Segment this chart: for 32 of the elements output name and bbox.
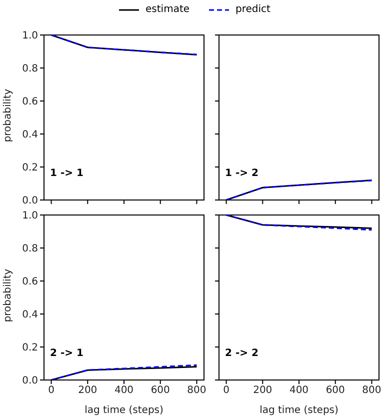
y-tick-label: 0.8: [22, 64, 38, 75]
y-axis-title: probability: [2, 268, 14, 322]
x-tick-label: 0: [223, 385, 230, 396]
y-tick-label: 0.4: [22, 130, 38, 141]
x-tick-label: 600: [150, 385, 170, 396]
x-tick-label: 400: [114, 385, 134, 396]
y-tick-label: 0.2: [22, 162, 38, 174]
x-tick-label: 200: [78, 385, 98, 396]
x-axis-title: lag time (steps): [260, 405, 339, 416]
y-tick-label: 0.0: [22, 196, 38, 207]
y-tick-label: 1.0: [22, 30, 38, 42]
y-tick-label: 1.0: [22, 210, 38, 222]
annotation: 1 -> 1: [50, 168, 84, 179]
x-tick-label: 200: [253, 385, 272, 396]
y-axis-title: probability: [2, 88, 14, 142]
y-tick-label: 0.8: [22, 244, 38, 255]
y-tick-label: 0.2: [22, 342, 38, 354]
legend-label: predict: [236, 4, 270, 15]
x-tick-label: 600: [326, 385, 345, 396]
y-tick-label: 0.6: [22, 276, 38, 288]
x-axis-title: lag time (steps): [84, 405, 164, 416]
y-tick-label: 0.4: [22, 310, 38, 321]
y-tick-label: 0.6: [22, 96, 38, 108]
x-tick-label: 0: [48, 385, 54, 396]
annotation: 2 -> 2: [225, 348, 258, 359]
x-tick-label: 400: [289, 385, 309, 396]
annotation: 2 -> 1: [50, 348, 84, 359]
x-tick-label: 800: [187, 385, 206, 396]
legend-label: estimate: [146, 4, 190, 15]
x-tick-label: 800: [362, 385, 382, 396]
annotation: 1 -> 2: [225, 168, 258, 179]
y-tick-label: 0.0: [22, 376, 38, 387]
